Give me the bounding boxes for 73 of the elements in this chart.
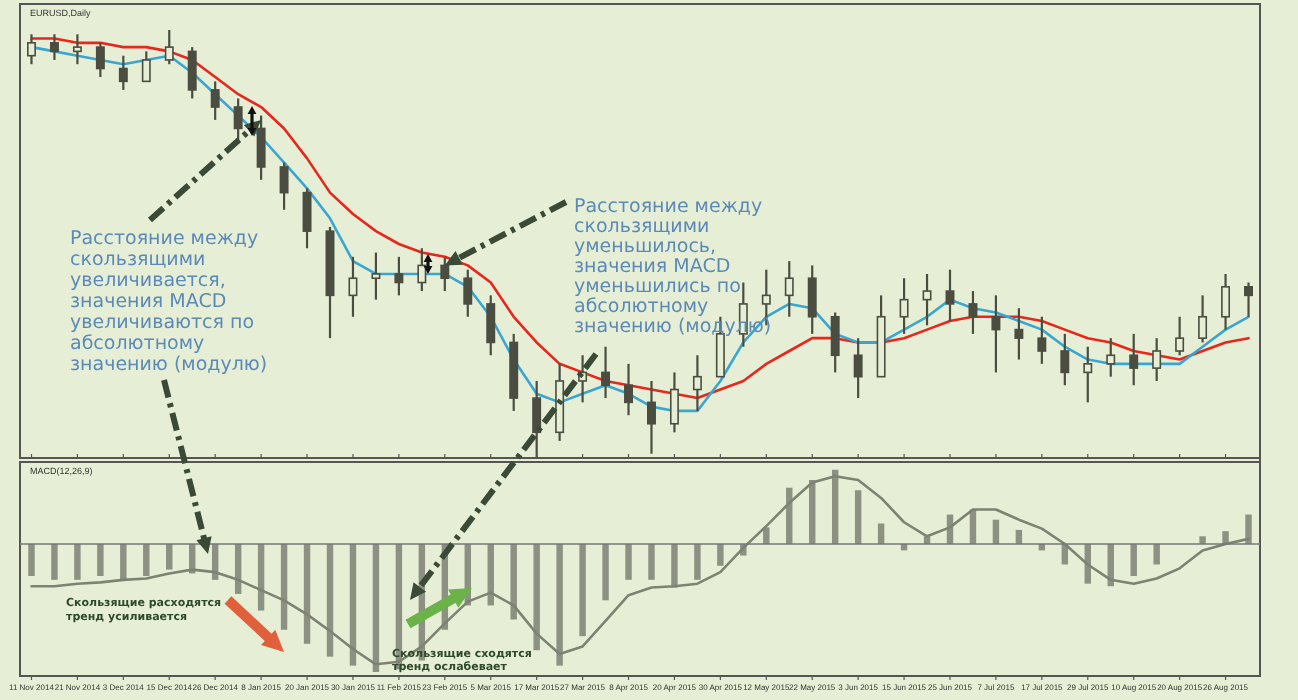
candlestick: [945, 268, 955, 323]
bar: [1199, 536, 1206, 544]
bar: [143, 544, 150, 576]
candlestick: [348, 255, 358, 318]
candlestick: [1221, 272, 1231, 331]
bar: [717, 544, 724, 566]
candlestick: [164, 28, 174, 66]
candlestick: [302, 187, 312, 250]
bar: [349, 544, 357, 666]
candlestick: [669, 371, 679, 434]
candlestick: [1152, 337, 1162, 383]
candlestick: [991, 294, 1001, 374]
candlestick: [440, 255, 450, 293]
candlestick: [899, 277, 909, 335]
candlestick: [784, 260, 794, 318]
candlestick: [1106, 337, 1116, 378]
bar: [74, 544, 81, 580]
candlestick: [647, 379, 656, 455]
candlestick: [1060, 332, 1070, 387]
bar: [854, 490, 862, 544]
bar: [671, 544, 678, 588]
candlestick: [1083, 345, 1093, 404]
candlestick: [27, 33, 36, 66]
candlestick: [394, 255, 404, 297]
candlestick: [853, 337, 863, 400]
candlestick: [968, 289, 978, 335]
bar: [533, 544, 540, 651]
candlestick: [692, 354, 702, 413]
candlestick: [486, 294, 496, 357]
candlestick: [210, 80, 220, 121]
bar: [602, 544, 609, 601]
candlestick: [1014, 307, 1024, 361]
bar: [1130, 544, 1137, 576]
candlestick: [72, 33, 82, 66]
candlestick: [1244, 281, 1253, 318]
candlestick: [601, 345, 611, 400]
candlestick: [187, 46, 197, 100]
bar: [51, 544, 58, 580]
bar: [556, 544, 563, 666]
bar: [28, 544, 35, 576]
candlestick: [95, 41, 105, 79]
candlestick: [1198, 294, 1208, 344]
candlestick: [1129, 332, 1139, 387]
candlestick: [807, 264, 817, 335]
bar: [120, 544, 127, 580]
bar: [510, 544, 517, 620]
bar: [694, 544, 701, 580]
bar: [1153, 544, 1160, 565]
candlestick: [279, 161, 289, 211]
candlestick: [922, 272, 932, 327]
bar: [648, 544, 655, 580]
bar: [303, 544, 311, 644]
bar: [97, 544, 104, 576]
candlestick: [624, 362, 633, 417]
candlestick: [463, 268, 473, 318]
candlestick: [830, 311, 840, 374]
bar: [1245, 514, 1252, 544]
candlestick: [256, 114, 266, 181]
bar: [763, 527, 770, 544]
bar: [326, 544, 334, 657]
bar: [166, 544, 173, 570]
candlestick: [371, 251, 381, 301]
candlestick: [1175, 315, 1185, 357]
candlestick: [49, 33, 59, 62]
annotation: Расстояние между скользящими увеличивается, значения MACD увеличиваются по абсолютному значению (модулю): [70, 228, 268, 376]
candlestick: [141, 50, 151, 83]
bar: [625, 544, 632, 580]
candlestick: [233, 97, 243, 143]
bar: [579, 544, 586, 637]
bar: [1222, 531, 1229, 544]
candlestick: [1037, 315, 1047, 365]
candlestick: [118, 54, 128, 92]
bar: [372, 544, 380, 672]
